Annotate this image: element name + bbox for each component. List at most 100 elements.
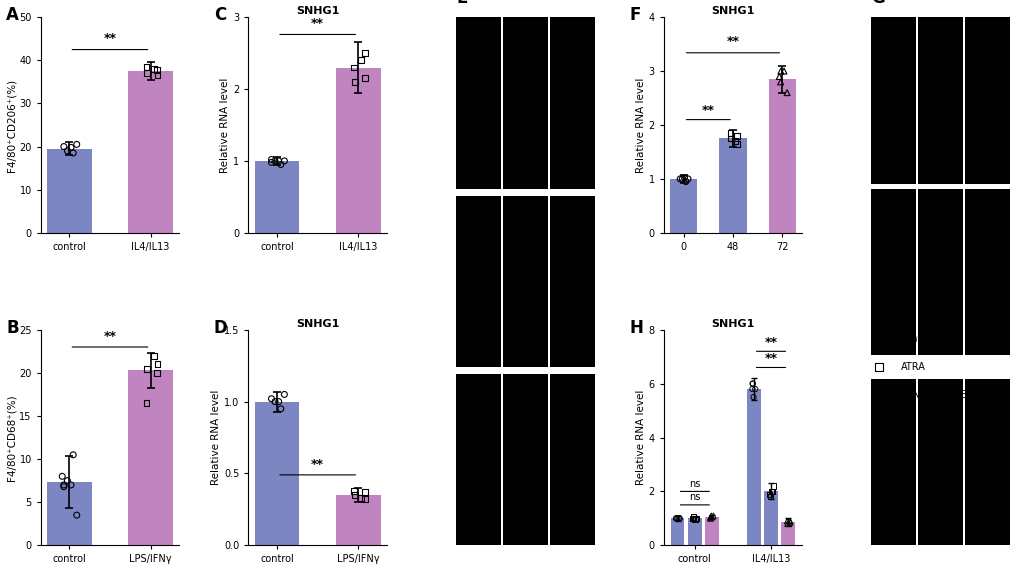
Point [345, 63, 362, 72]
Point [63, 480, 79, 490]
Title: SNHG1: SNHG1 [296, 319, 339, 329]
Bar [255, 161, 300, 233]
Title: SNHG1: SNHG1 [710, 319, 754, 329]
Text: **: ** [701, 104, 714, 117]
Bar [763, 491, 777, 545]
Point [763, 487, 780, 496]
Text: ns: ns [689, 492, 700, 502]
Bar [704, 517, 718, 545]
Point [346, 490, 363, 499]
Point [671, 514, 687, 523]
Bar [335, 68, 380, 233]
Point [139, 69, 155, 78]
Point [56, 480, 72, 490]
Point [729, 139, 745, 149]
Text: D: D [214, 319, 227, 337]
Point [701, 514, 717, 523]
Point [59, 476, 75, 485]
Point [781, 519, 797, 528]
Point [356, 487, 372, 497]
Point [54, 472, 70, 481]
Text: FENRETINIDE: FENRETINIDE [900, 390, 965, 401]
Point [357, 49, 373, 58]
Point [667, 514, 684, 523]
Bar [47, 149, 92, 233]
Text: **: ** [764, 352, 776, 365]
Point [272, 404, 288, 413]
Point [677, 177, 693, 186]
Point [56, 142, 72, 151]
Point [674, 174, 690, 184]
Point [775, 67, 792, 76]
Point [721, 129, 738, 138]
Text: **: ** [726, 36, 739, 48]
Bar [687, 518, 701, 545]
Point [276, 390, 292, 399]
Point [272, 160, 288, 169]
Bar [335, 495, 380, 545]
Point [68, 140, 85, 149]
Point [770, 72, 787, 81]
Point [701, 513, 717, 522]
Point [149, 71, 165, 80]
Point [782, 517, 798, 526]
Point [671, 514, 687, 523]
Point [149, 65, 165, 75]
Point [762, 487, 779, 496]
Point [149, 369, 165, 378]
Point [779, 88, 795, 97]
Point [680, 174, 696, 184]
Y-axis label: Relative RNA level: Relative RNA level [635, 77, 645, 173]
Point [779, 519, 795, 528]
Bar [768, 79, 795, 233]
Point [771, 77, 788, 87]
Point [263, 155, 279, 164]
Point [702, 514, 718, 523]
Point [267, 156, 283, 165]
Text: C: C [214, 6, 226, 25]
Point [686, 515, 702, 524]
Point [726, 137, 742, 146]
Point [744, 379, 760, 388]
Point [744, 385, 760, 394]
Point [63, 143, 79, 152]
Point [139, 62, 155, 71]
Bar [128, 71, 173, 233]
Bar [746, 389, 760, 545]
Text: E: E [455, 0, 467, 7]
Y-axis label: F4/80⁺CD206⁺(%): F4/80⁺CD206⁺(%) [6, 79, 16, 172]
Point [346, 77, 363, 87]
Text: control: control [900, 333, 933, 344]
Point [722, 134, 739, 143]
Point [357, 495, 373, 504]
Bar [781, 522, 795, 545]
Point [59, 146, 75, 156]
Point [744, 379, 760, 388]
Point [139, 364, 155, 373]
Point [685, 513, 701, 522]
Point [353, 56, 369, 65]
Y-axis label: Relative RNA level: Relative RNA level [220, 77, 230, 173]
Text: G: G [870, 0, 884, 7]
Point [668, 514, 685, 523]
Text: A: A [6, 6, 19, 25]
Point [139, 398, 155, 408]
Y-axis label: Relative RNA level: Relative RNA level [211, 390, 221, 485]
Bar [671, 518, 684, 545]
Text: **: ** [311, 17, 324, 30]
Point [746, 385, 762, 394]
Point [667, 514, 684, 523]
Point [676, 173, 692, 183]
Point [345, 486, 362, 495]
Text: **: ** [764, 336, 776, 348]
Point [772, 67, 789, 76]
Bar [47, 482, 92, 545]
Point [687, 514, 703, 523]
Point [270, 156, 286, 165]
Title: SNHG1: SNHG1 [710, 6, 754, 17]
Text: B: B [6, 319, 18, 337]
Point [353, 493, 369, 502]
Bar [669, 179, 696, 233]
Bar [128, 370, 173, 545]
Text: **: ** [103, 329, 116, 343]
